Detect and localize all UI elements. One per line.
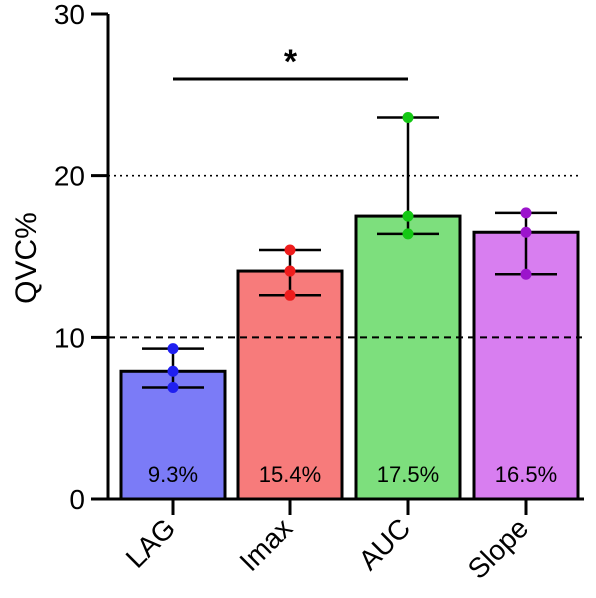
- x-tick-label-lag: LAG: [120, 512, 182, 574]
- data-point-auc-1: [402, 111, 414, 123]
- data-point-imax-1: [284, 244, 296, 256]
- reference-lines-layer: [108, 174, 582, 339]
- bar-value-label-slope: 16.5%: [495, 462, 557, 487]
- x-tick-label-imax: Imax: [233, 512, 298, 577]
- x-tick-label-slope: Slope: [462, 512, 535, 585]
- x-tick-label-auc: AUC: [353, 512, 417, 576]
- data-point-slope-1: [520, 207, 532, 219]
- bar-value-label-imax: 15.4%: [259, 462, 321, 487]
- y-tick-label-20: 20: [54, 161, 85, 192]
- data-point-imax-3: [284, 289, 296, 301]
- bar-value-label-lag: 9.3%: [148, 462, 198, 487]
- y-tick-label-0: 0: [69, 484, 85, 515]
- bar-value-label-auc: 17.5%: [377, 462, 439, 487]
- bars-layer: [119, 214, 580, 501]
- data-point-slope-3: [520, 268, 532, 280]
- data-point-slope-2: [520, 226, 532, 238]
- significance-marker: *: [284, 43, 298, 81]
- data-point-lag-3: [167, 381, 179, 393]
- data-point-lag-2: [167, 365, 179, 377]
- significance-layer: *: [173, 43, 408, 81]
- data-point-auc-3: [402, 228, 414, 240]
- y-tick-label-10: 10: [54, 322, 85, 353]
- y-tick-label-30: 30: [54, 0, 85, 30]
- bar-auc: [354, 214, 462, 501]
- y-axis-label: QVC%: [10, 212, 43, 304]
- bar-imax: [236, 269, 344, 501]
- data-point-imax-2: [284, 265, 296, 277]
- data-point-lag-1: [167, 343, 179, 355]
- bar-labels-layer: 9.3% 15.4% 17.5% 16.5%: [148, 462, 557, 487]
- points-layer: [167, 111, 532, 393]
- data-point-auc-2: [402, 210, 414, 222]
